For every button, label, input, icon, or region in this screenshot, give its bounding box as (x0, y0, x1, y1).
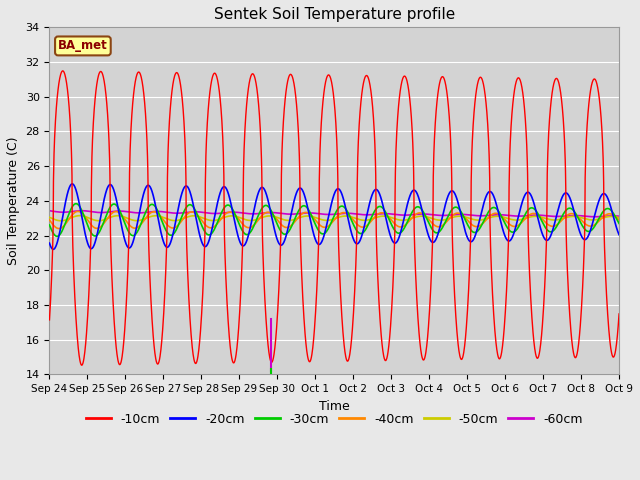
Text: BA_met: BA_met (58, 39, 108, 52)
Y-axis label: Soil Temperature (C): Soil Temperature (C) (7, 137, 20, 265)
X-axis label: Time: Time (319, 400, 349, 413)
Legend: -10cm, -20cm, -30cm, -40cm, -50cm, -60cm: -10cm, -20cm, -30cm, -40cm, -50cm, -60cm (81, 408, 588, 431)
Title: Sentek Soil Temperature profile: Sentek Soil Temperature profile (214, 7, 455, 22)
